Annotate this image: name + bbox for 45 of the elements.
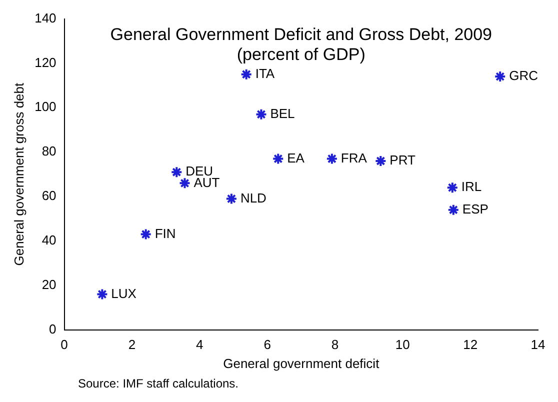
x-tick-label: 2 [128, 337, 136, 352]
x-tick-label: 10 [395, 337, 410, 352]
y-tick-label: 100 [34, 99, 56, 114]
point [240, 68, 252, 80]
x-axis-title: General government deficit [223, 356, 380, 371]
y-tick-label: 20 [42, 276, 56, 292]
annotation: NLD [240, 190, 266, 206]
annotation: FRA [340, 150, 368, 166]
y-tick-label: 40 [42, 232, 56, 248]
y-axis-title: General government gross debt [11, 82, 26, 266]
y-tick-label: 60 [42, 188, 56, 204]
y-tick-label: 80 [42, 144, 56, 159]
annotation: ESP [462, 201, 488, 216]
y-tick-label: 0 [49, 321, 56, 336]
point [170, 166, 183, 178]
chart-title: General Government Deficit and Gross Debt, 2009 [110, 24, 492, 44]
y-tick-label: 140 [34, 10, 56, 26]
point [140, 228, 152, 240]
x-tick-label: 12 [463, 337, 478, 352]
point [178, 177, 191, 190]
x-tick-label: 14 [530, 337, 546, 352]
x-tick-label: 4 [196, 337, 204, 352]
y-tick-label: 120 [34, 54, 56, 70]
point [255, 108, 268, 120]
annotation: EA [287, 150, 305, 166]
point [494, 70, 506, 83]
x-tick-label: 0 [60, 337, 68, 352]
point [225, 192, 238, 205]
source-note: Source: IMF staff calculations. [78, 376, 239, 390]
annotation: FIN [154, 226, 176, 241]
annotation: BEL [270, 106, 295, 121]
point [96, 288, 108, 300]
annotation: PRT [390, 152, 416, 168]
point [447, 204, 460, 216]
point [446, 182, 458, 194]
x-tick-label: 8 [331, 337, 339, 352]
annotation: GRC [509, 68, 538, 84]
annotation: LUX [111, 286, 137, 301]
point [272, 152, 284, 165]
annotation: IRL [461, 179, 482, 194]
annotation: ITA [255, 66, 275, 81]
point [374, 154, 387, 167]
point [326, 152, 338, 165]
text: (percent of GDP) [236, 44, 366, 64]
x-tick-label: 6 [264, 337, 271, 352]
